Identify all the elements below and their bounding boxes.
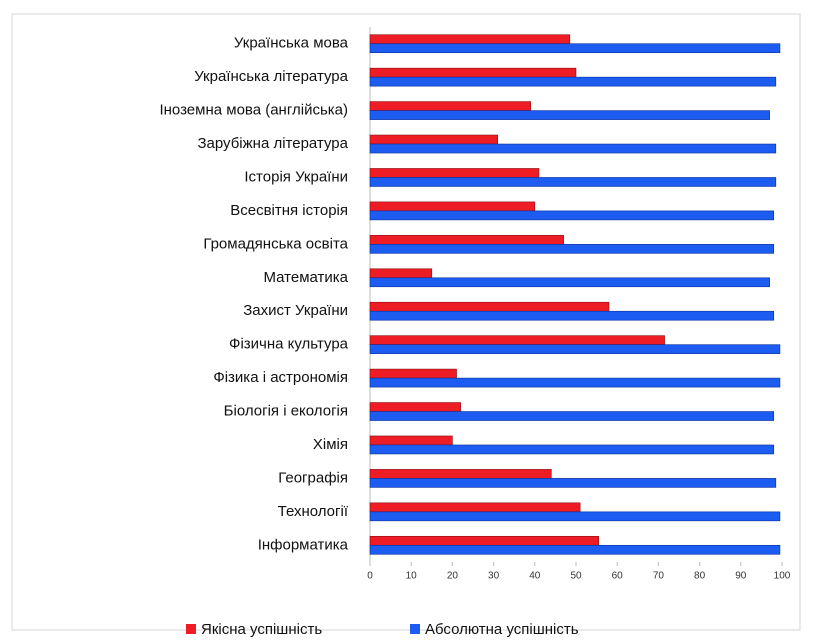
x-tick-label: 10 [406, 571, 418, 582]
x-tick-label: 80 [694, 571, 706, 582]
bar [369, 168, 540, 178]
legend-label: Якісна успішність [201, 621, 322, 638]
bar [369, 402, 461, 412]
bar [369, 335, 665, 345]
y-tick-label: Математика [263, 269, 348, 286]
y-tick-label: Всесвітня історія [230, 202, 348, 219]
bar [369, 43, 781, 54]
y-tick-label: Фізика і астрономія [213, 369, 348, 386]
bar [369, 310, 775, 321]
y-tick-label: Громадянська освіта [203, 235, 348, 252]
bar [369, 544, 781, 555]
x-tick-label: 60 [612, 571, 624, 582]
bar [369, 478, 777, 488]
bar [369, 110, 770, 120]
bar [369, 101, 531, 111]
bar [369, 435, 453, 446]
bar [369, 377, 781, 388]
bar [369, 277, 770, 288]
bar [369, 469, 552, 479]
x-tick-label: 50 [570, 571, 582, 582]
bar [369, 235, 564, 245]
bar [369, 301, 610, 312]
x-tick-label: 30 [488, 571, 500, 582]
x-tick-label: 70 [653, 571, 665, 582]
y-tick-label: Хімія [313, 436, 348, 453]
y-tick-label: Українська мова [234, 35, 349, 52]
y-tick-label: Іноземна мова (англійська) [159, 102, 348, 119]
bar [369, 411, 775, 421]
y-tick-label: Інформатика [258, 536, 349, 553]
y-tick-label: Фізична культура [229, 336, 349, 353]
y-tick-label: Українська література [194, 68, 348, 85]
bar [369, 244, 775, 254]
bar [369, 201, 536, 212]
legend-swatch [410, 624, 420, 634]
x-tick-label: 100 [774, 571, 791, 582]
y-tick-label: Зарубіжна література [197, 135, 348, 152]
x-tick-label: 0 [367, 571, 373, 582]
y-tick-label: Біологія і екологія [224, 403, 348, 420]
bar [369, 268, 433, 279]
bar [369, 177, 777, 187]
x-tick-label: 90 [735, 571, 747, 582]
bar [369, 368, 457, 379]
bar [369, 210, 775, 221]
bar [369, 511, 781, 522]
bar [369, 34, 571, 45]
bar [369, 444, 775, 455]
y-tick-label: Технології [278, 503, 349, 520]
bar [369, 67, 577, 78]
legend-label: Абсолютна успішність [425, 621, 579, 638]
y-tick-label: Географія [278, 469, 348, 486]
y-tick-label: Захист України [243, 302, 348, 319]
bar [369, 143, 777, 154]
bar [369, 344, 781, 354]
bar [369, 535, 599, 546]
x-tick-label: 20 [447, 571, 459, 582]
legend-swatch [186, 624, 196, 634]
y-tick-label: Історія України [244, 168, 348, 185]
bar [369, 502, 581, 513]
x-tick-label: 40 [529, 571, 541, 582]
bar [369, 134, 499, 145]
bar [369, 76, 777, 87]
